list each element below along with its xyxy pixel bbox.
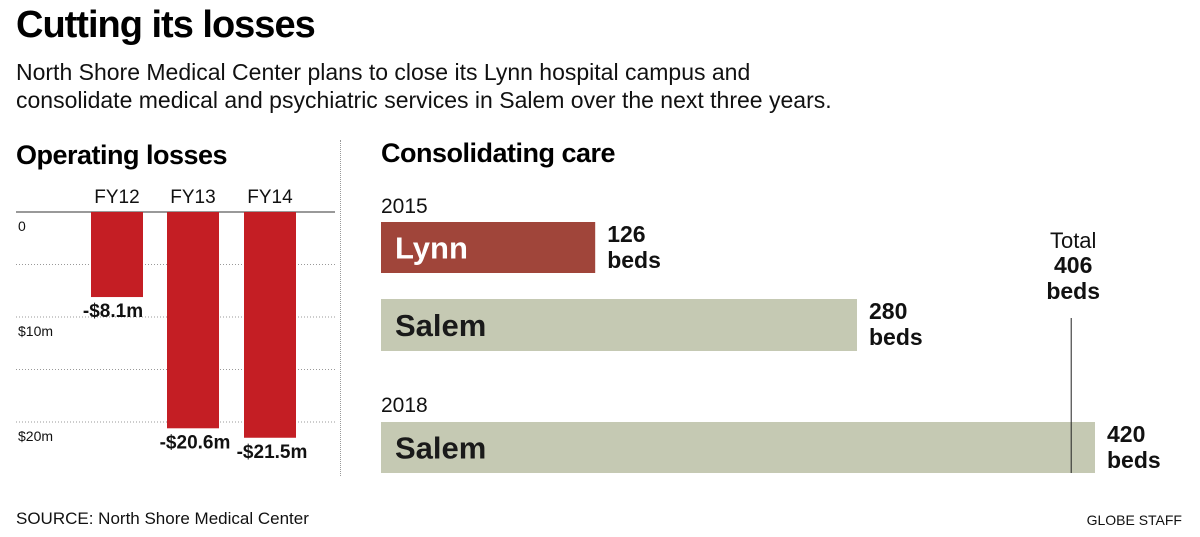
bar-fy13 bbox=[167, 212, 219, 429]
y-tick-label: $20m bbox=[18, 428, 53, 444]
credit-note: GLOBE STAFF bbox=[1086, 512, 1182, 528]
section-divider bbox=[340, 140, 341, 476]
data-label: -$8.1m bbox=[83, 301, 143, 322]
data-label: 420 bbox=[1107, 421, 1145, 447]
x-tick-label: FY13 bbox=[170, 187, 215, 208]
data-label-unit: beds bbox=[607, 247, 661, 273]
data-label: -$20.6m bbox=[160, 432, 231, 453]
subtitle-line-2: consolidate medical and psychiatric serv… bbox=[16, 87, 832, 113]
bar-fy14 bbox=[244, 212, 296, 438]
consolidating-care-title: Consolidating care bbox=[381, 138, 616, 168]
total-annotation-label: Total bbox=[1050, 228, 1096, 253]
bar-name-label: Salem bbox=[395, 308, 486, 343]
bar-salem-2018 bbox=[381, 422, 1095, 473]
y-tick-label: 0 bbox=[18, 218, 26, 234]
bar-name-label: Lynn bbox=[395, 231, 468, 266]
operating-losses-title: Operating losses bbox=[16, 140, 228, 170]
chart-subtitle: North Shore Medical Center plans to clos… bbox=[16, 58, 1116, 114]
bar-fy12 bbox=[91, 212, 143, 298]
data-label: -$21.5m bbox=[237, 442, 308, 463]
y-tick-label: $10m bbox=[18, 323, 53, 339]
data-label: 126 bbox=[607, 221, 645, 247]
data-label-unit: beds bbox=[1107, 447, 1161, 473]
total-annotation-value: 406 bbox=[1054, 252, 1092, 278]
data-label: 280 bbox=[869, 298, 907, 324]
bar-lynn-2015 bbox=[381, 222, 596, 273]
x-tick-label: FY12 bbox=[94, 187, 139, 208]
bar-salem-2015 bbox=[381, 299, 857, 351]
bar-name-label: Salem bbox=[395, 431, 486, 466]
data-label-unit: beds bbox=[869, 324, 923, 350]
year-label: 2018 bbox=[381, 394, 428, 417]
source-note: SOURCE: North Shore Medical Center bbox=[16, 509, 309, 528]
x-tick-label: FY14 bbox=[247, 187, 293, 208]
subtitle-line-1: North Shore Medical Center plans to clos… bbox=[16, 59, 751, 85]
year-label: 2015 bbox=[381, 195, 428, 218]
chart-title: Cutting its losses bbox=[16, 4, 316, 46]
total-annotation-unit: beds bbox=[1046, 278, 1100, 304]
